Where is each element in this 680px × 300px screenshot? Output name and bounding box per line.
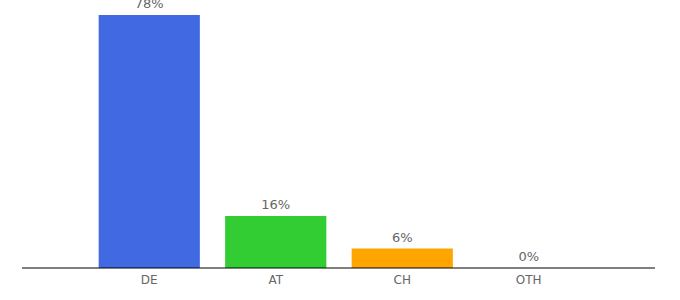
- svg-text:16%: 16%: [261, 197, 290, 212]
- svg-text:DE: DE: [141, 273, 158, 287]
- svg-text:78%: 78%: [135, 0, 164, 11]
- svg-text:0%: 0%: [518, 249, 539, 264]
- svg-text:6%: 6%: [392, 230, 413, 245]
- svg-text:OTH: OTH: [516, 273, 542, 287]
- svg-text:CH: CH: [394, 273, 411, 287]
- svg-text:AT: AT: [268, 273, 283, 287]
